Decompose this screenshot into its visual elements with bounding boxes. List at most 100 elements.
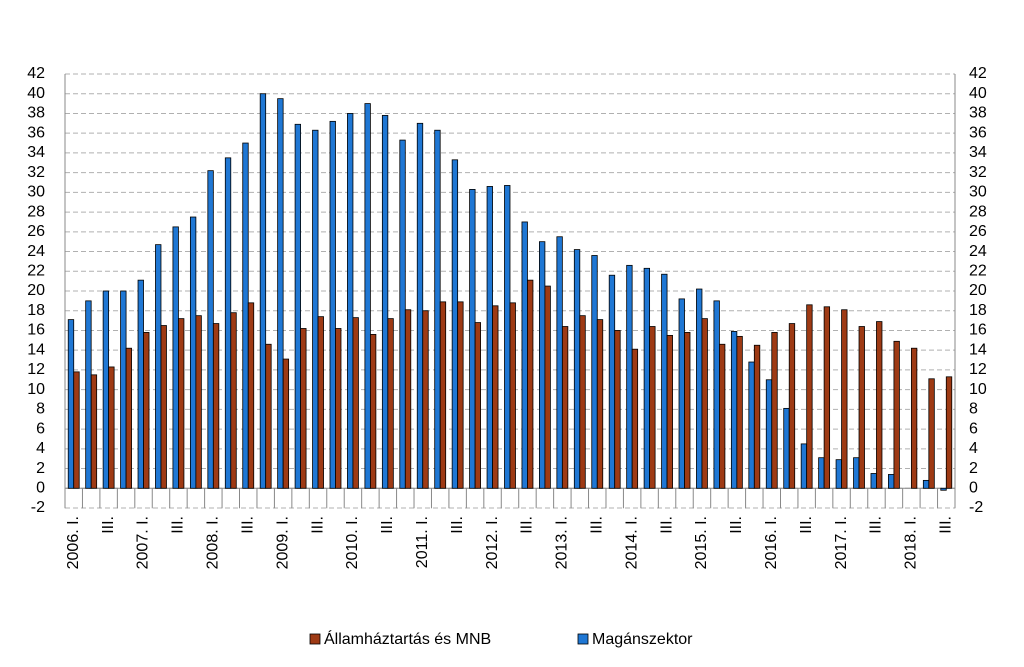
y-tick-label: 0 [36, 479, 45, 496]
bar [422, 310, 429, 489]
bar [666, 334, 673, 489]
y-tick-label: 26 [27, 223, 45, 240]
y-tick-label: 40 [27, 85, 45, 102]
bar [748, 361, 755, 489]
legend-swatch [309, 633, 321, 645]
y2-tick-label: 30 [969, 184, 987, 201]
bar [853, 457, 860, 489]
bar [841, 309, 848, 489]
x-tick-label: III. [449, 516, 466, 534]
bar [90, 374, 98, 489]
bar [189, 216, 197, 489]
bar [643, 267, 651, 489]
bar [596, 319, 604, 489]
y-tick-label: 10 [27, 381, 45, 398]
bar [544, 285, 551, 489]
y2-tick-label: 34 [969, 144, 987, 161]
bar [352, 317, 359, 489]
y2-tick-label: 20 [969, 282, 987, 299]
bar [888, 474, 895, 489]
bar [823, 306, 831, 489]
bar [527, 279, 534, 489]
bar [387, 318, 394, 489]
y-tick-label: 36 [27, 124, 45, 141]
x-tick-label: III. [379, 516, 396, 534]
x-tick-label: III. [170, 516, 187, 534]
bar [451, 159, 459, 489]
x-tick-label: 2017. I. [833, 516, 850, 569]
x-tick-label: 2011. I. [414, 516, 431, 568]
bar [434, 129, 441, 489]
legend-label: Államháztartás és MNB [324, 629, 491, 648]
y-tick-label: 2 [36, 460, 45, 477]
x-tick-label: 2009. I. [274, 516, 291, 569]
x-tick-label: 2008. I. [205, 516, 222, 569]
bar [492, 305, 499, 489]
x-tick-label: 2016. I. [763, 516, 780, 569]
bar [876, 321, 883, 489]
x-tick-label: III. [519, 516, 536, 534]
bar [317, 316, 324, 489]
x-tick-label: III. [239, 516, 256, 534]
y-tick-label: 14 [27, 341, 45, 358]
bar [539, 241, 546, 489]
bar [661, 273, 668, 489]
bar [806, 304, 813, 489]
y-tick-label: 18 [27, 302, 45, 319]
bar [195, 315, 202, 489]
y2-tick-label: 14 [969, 341, 987, 358]
x-tick-label: III. [937, 516, 954, 534]
x-tick-label: 2010. I. [344, 516, 361, 569]
y-tick-label: 20 [27, 282, 45, 299]
bar [125, 347, 132, 489]
bar [347, 113, 354, 489]
y-tick-label: 30 [27, 184, 45, 201]
bar [242, 142, 249, 489]
bar [696, 288, 703, 489]
bar [771, 332, 778, 489]
bar [910, 347, 918, 489]
bar [556, 236, 563, 489]
bar [247, 302, 255, 489]
bar [300, 328, 307, 489]
y2-tick-label: 12 [969, 361, 987, 378]
bar [224, 157, 232, 489]
x-tick-label: III. [798, 516, 815, 534]
bar [155, 244, 162, 489]
x-tick-label: III. [100, 516, 117, 534]
bar [521, 221, 528, 489]
bar [608, 274, 616, 489]
bar [277, 98, 284, 489]
bar [922, 479, 930, 489]
y-tick-label: 4 [36, 440, 45, 457]
y-tick-label: 6 [36, 420, 45, 437]
bar [294, 123, 301, 489]
y2-tick-label: 4 [969, 440, 978, 457]
bar [561, 326, 569, 489]
y2-tick-label: 40 [969, 85, 987, 102]
bar [381, 115, 389, 489]
y2-tick-label: 22 [969, 262, 987, 279]
x-tick-label: III. [309, 516, 326, 534]
bar [509, 302, 516, 489]
bar [469, 189, 476, 489]
bar [730, 331, 738, 489]
bar [137, 279, 144, 489]
y2-tick-label: -2 [969, 499, 983, 516]
bar [364, 103, 371, 489]
bar [719, 343, 726, 489]
bar [713, 300, 720, 489]
bar [73, 371, 80, 489]
y2-tick-label: 38 [969, 105, 987, 122]
y2-tick-label: 26 [969, 223, 987, 240]
bar [870, 473, 877, 489]
y2-tick-label: 36 [969, 124, 987, 141]
bar [108, 366, 115, 489]
bar [172, 226, 179, 489]
bar [120, 290, 127, 489]
bar [626, 264, 633, 489]
bar [783, 407, 790, 489]
y2-tick-label: 24 [969, 243, 987, 260]
bar [835, 459, 842, 489]
